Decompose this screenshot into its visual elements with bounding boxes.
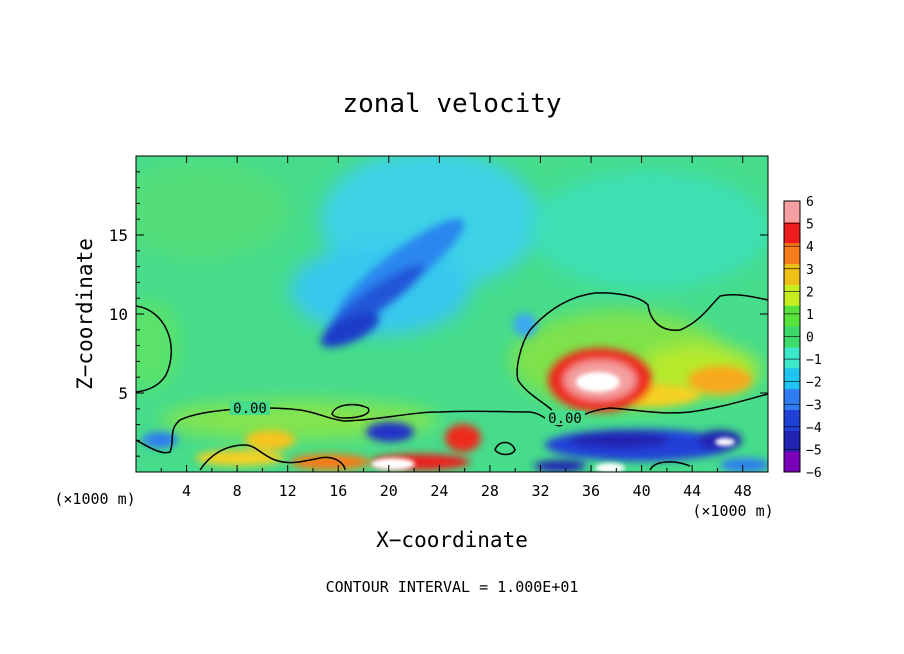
x-tick-label: 24 bbox=[430, 482, 448, 500]
y-axis-ticks: 5 10 15 bbox=[109, 171, 768, 457]
colorbar-label: 6 bbox=[806, 195, 814, 210]
colorbar-label: 2 bbox=[806, 285, 814, 300]
colorbar-swatch bbox=[784, 451, 800, 473]
contour-small-cell-1 bbox=[331, 403, 370, 419]
y-tick-label: 5 bbox=[118, 384, 128, 403]
contour-label-bg-1 bbox=[230, 401, 270, 415]
colorbar-label: 5 bbox=[806, 218, 814, 233]
colorbar-swatch bbox=[784, 409, 800, 431]
contour-small-cell-3 bbox=[649, 461, 691, 471]
x-tick-label: 20 bbox=[380, 482, 398, 500]
colorbar-label: 3 bbox=[806, 263, 814, 278]
y-axis-label: Z−coordinate bbox=[73, 238, 97, 390]
colorbar-swatch bbox=[784, 221, 800, 244]
colorbar-label: −2 bbox=[806, 376, 822, 391]
x-unit-right: (×1000 m) bbox=[692, 502, 773, 520]
colorbar-swatch bbox=[784, 388, 800, 410]
colorbar-label: 4 bbox=[806, 240, 814, 255]
x-tick-label: 44 bbox=[683, 482, 701, 500]
contour-small-cell-2 bbox=[494, 441, 516, 456]
contour-label-1: 0.00 bbox=[233, 401, 267, 417]
colorbar-label: −4 bbox=[806, 421, 822, 436]
colorbar-swatch bbox=[784, 201, 800, 223]
x-tick-label: 12 bbox=[279, 482, 297, 500]
contour-surface-cells bbox=[199, 444, 346, 471]
x-tick-label: 28 bbox=[481, 482, 499, 500]
colorbar: 6 5 4 3 2 1 0 −1 −2 −3 −4 −5 −6 bbox=[783, 195, 822, 481]
zero-contours bbox=[136, 292, 768, 471]
field-core-layer bbox=[371, 372, 735, 472]
colorbar-label: −1 bbox=[806, 353, 822, 368]
y-tick-label: 15 bbox=[109, 226, 128, 245]
x-axis-label: X−coordinate bbox=[376, 528, 528, 552]
y-tick-label: 10 bbox=[109, 305, 128, 324]
colorbar-label: 1 bbox=[806, 308, 814, 323]
x-axis-ticks: 4 8 12 16 20 24 28 32 36 40 44 48 bbox=[160, 156, 752, 500]
x-tick-label: 4 bbox=[182, 482, 191, 500]
x-tick-label: 32 bbox=[531, 482, 549, 500]
colorbar-swatch bbox=[784, 346, 800, 369]
contour-label-2: 0.00 bbox=[548, 411, 582, 427]
chart-title: zonal velocity bbox=[342, 89, 561, 119]
x-tick-label: 48 bbox=[734, 482, 752, 500]
colorbar-label: −3 bbox=[806, 398, 822, 413]
contour-right-region bbox=[559, 393, 768, 427]
contour-lower-band bbox=[136, 407, 561, 454]
x-tick-label: 36 bbox=[582, 482, 600, 500]
contour-upper-right bbox=[516, 292, 768, 411]
x-tick-label: 8 bbox=[233, 482, 242, 500]
contour-label-bg-2 bbox=[545, 411, 585, 425]
x-tick-label: 40 bbox=[633, 482, 651, 500]
colorbar-swatch bbox=[784, 367, 800, 390]
colorbar-swatch bbox=[784, 305, 800, 327]
colorbar-swatch bbox=[784, 263, 800, 285]
plot-area bbox=[136, 156, 768, 472]
contour-interval-note: CONTOUR INTERVAL = 1.000E+01 bbox=[326, 578, 579, 596]
colorbar-label: −5 bbox=[806, 443, 822, 458]
x-tick-label: 16 bbox=[329, 482, 347, 500]
colorbar-swatch bbox=[784, 430, 800, 452]
contour-left-bulge bbox=[136, 305, 173, 393]
colorbar-label: 0 bbox=[806, 331, 814, 346]
x-unit-left: (×1000 m) bbox=[54, 490, 135, 508]
colorbar-swatch bbox=[784, 284, 800, 306]
colorbar-label: −6 bbox=[806, 466, 822, 481]
colorbar-swatch bbox=[784, 242, 800, 265]
